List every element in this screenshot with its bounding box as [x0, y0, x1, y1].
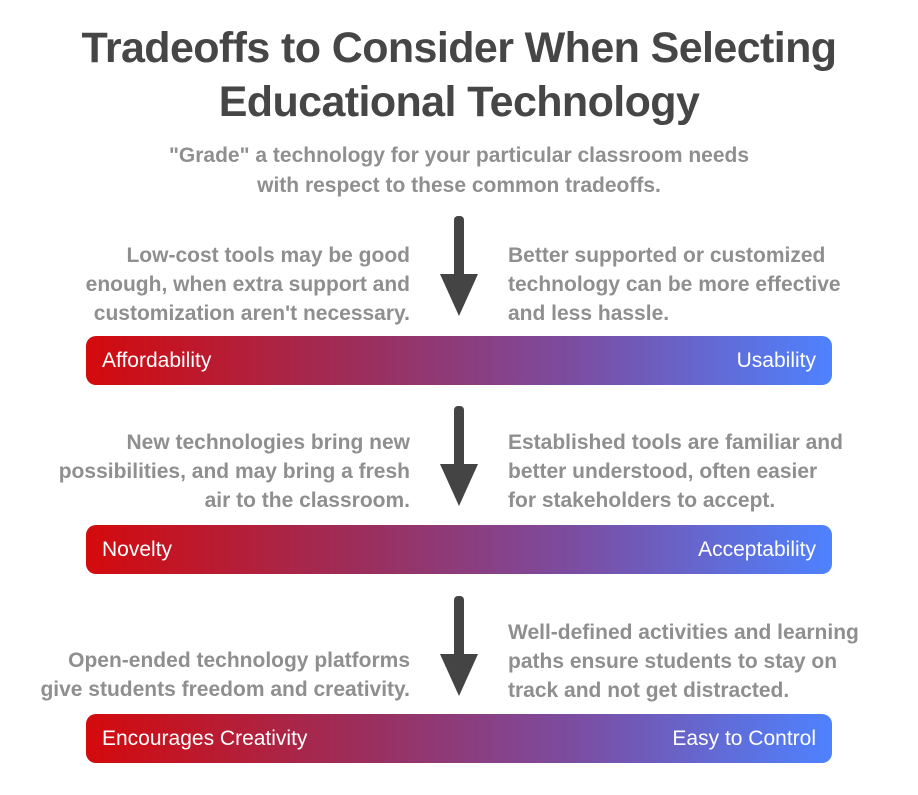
acceptability-description: Established tools are familiar and bette… [508, 428, 843, 515]
description-line: and less hassle. [508, 302, 670, 325]
description-line: New technologies bring new [126, 431, 410, 454]
description-line: possibilities, and may bring a fresh [58, 460, 410, 483]
bar-label-left: Encourages Creativity [102, 727, 308, 750]
tradeoff-bar-creativity-control: Encourages Creativity Easy to Control [86, 714, 832, 763]
description-line: Well-defined activities and learning [508, 621, 859, 644]
bar-label-right: Usability [736, 349, 816, 372]
description-line: better understood, often easier [508, 460, 818, 483]
subtitle-line-1: "Grade" a technology for your particular… [168, 144, 750, 167]
page-title-line-2: Educational Technology [218, 78, 700, 126]
bar-label-right: Easy to Control [672, 727, 816, 750]
tradeoff-bar-affordability-usability: Affordability Usability [86, 336, 832, 385]
description-line: Open-ended technology platforms [68, 649, 410, 672]
usability-description: Better supported or customized technolog… [508, 241, 841, 328]
description-line: customization aren't necessary. [93, 302, 410, 325]
description-line: for stakeholders to accept. [508, 489, 776, 512]
description-line: Better supported or customized [508, 244, 826, 267]
affordability-description: Low-cost tools may be good enough, when … [86, 241, 410, 328]
down-arrow-icon [440, 596, 478, 696]
description-line: air to the classroom. [204, 489, 410, 512]
description-line: give students freedom and creativity. [40, 678, 410, 701]
description-line: technology can be more effective [508, 273, 841, 296]
down-arrow-icon [440, 406, 478, 506]
novelty-description: New technologies bring new possibilities… [59, 428, 410, 515]
control-description: Well-defined activities and learning pat… [508, 618, 859, 705]
down-arrow-icon [440, 216, 478, 316]
bar-label-right: Acceptability [698, 538, 816, 561]
description-line: Low-cost tools may be good [126, 244, 410, 267]
tradeoff-bar-novelty-acceptability: Novelty Acceptability [86, 525, 832, 574]
creativity-description: Open-ended technology platforms give stu… [40, 646, 410, 704]
bar-label-left: Novelty [102, 538, 173, 561]
description-line: Established tools are familiar and [508, 431, 843, 454]
subtitle-line-2: with respect to these common tradeoffs. [257, 174, 661, 197]
page-title-line-1: Tradeoffs to Consider When Selecting [81, 24, 837, 72]
description-line: paths ensure students to stay on [508, 650, 838, 673]
description-line: track and not get distracted. [508, 679, 790, 702]
description-line: enough, when extra support and [85, 273, 410, 296]
bar-label-left: Affordability [102, 349, 212, 372]
